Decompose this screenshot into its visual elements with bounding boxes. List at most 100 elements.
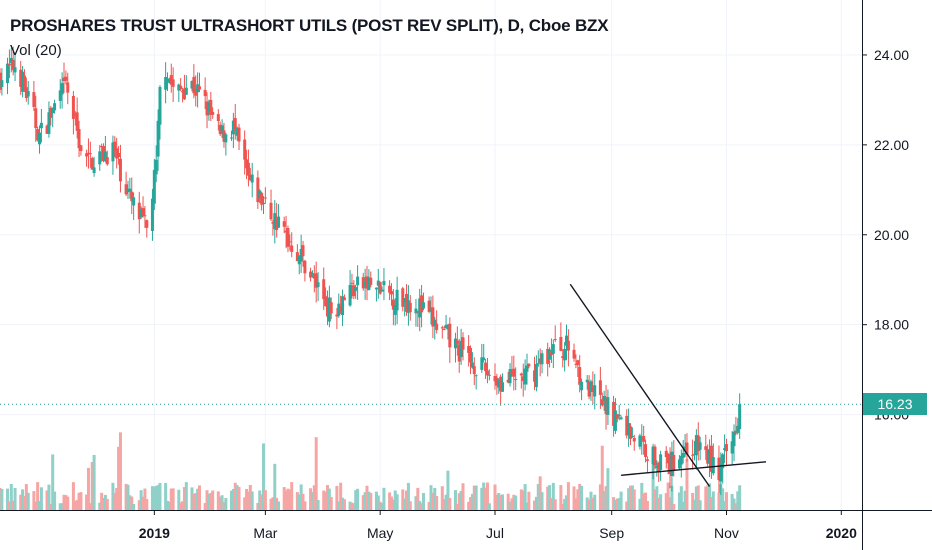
candle-body — [420, 295, 424, 313]
volume-bar — [378, 501, 382, 510]
volume-bar — [604, 486, 608, 510]
candle-body — [290, 245, 294, 252]
candle-body — [551, 344, 555, 354]
volume-bar — [521, 490, 525, 510]
candle-body — [181, 90, 185, 93]
volume-bar — [435, 496, 439, 510]
trendlines[interactable] — [569, 283, 767, 487]
volume-bar — [497, 493, 501, 510]
candle-body — [143, 215, 147, 217]
grid — [0, 0, 862, 510]
volume-bar — [354, 490, 358, 510]
volume-bar — [598, 484, 602, 510]
candle-body — [519, 373, 523, 376]
volume-bar — [171, 488, 175, 510]
candle-body — [431, 307, 435, 327]
candle-body — [88, 153, 92, 155]
candle-body — [341, 296, 345, 316]
volume-bar — [566, 482, 570, 510]
volume-bar — [565, 495, 569, 510]
volume-bar — [335, 485, 339, 510]
volume-bar — [711, 491, 715, 510]
volume-bar — [286, 488, 290, 510]
candle-body — [495, 377, 499, 386]
volume-bar — [591, 497, 595, 510]
candle-body — [724, 444, 728, 452]
candle-body — [632, 437, 636, 442]
candle-body — [467, 346, 471, 353]
volume-bar — [499, 495, 503, 510]
candle-body — [389, 291, 393, 295]
volume-bar — [553, 499, 557, 510]
volume-bar — [34, 501, 38, 510]
candle-body — [79, 145, 83, 151]
candle-body — [229, 137, 233, 139]
volume-bar — [403, 498, 407, 510]
candle-body — [565, 335, 569, 346]
candle-body — [548, 349, 552, 360]
candle-body — [348, 284, 352, 306]
volume-bar — [303, 501, 307, 510]
candle-body — [484, 362, 488, 372]
candle-body — [13, 67, 17, 73]
volume-bar — [277, 501, 281, 510]
candle-body — [21, 71, 25, 92]
volume-bar — [39, 487, 43, 510]
candle-body — [118, 158, 122, 182]
candle-body — [245, 159, 249, 169]
volume-bar — [79, 492, 83, 510]
volume-bar — [561, 503, 565, 510]
candle-body — [316, 282, 320, 287]
candle-body — [47, 112, 51, 134]
volume-bar — [139, 490, 143, 510]
volume-bar — [310, 491, 314, 510]
volume-bar — [704, 486, 708, 510]
candle-body — [593, 385, 597, 397]
volume-bar — [723, 501, 727, 510]
candle-body — [527, 363, 531, 367]
volume-bar — [414, 496, 418, 510]
chart-title: PROSHARES TRUST ULTRASHORT UTILS (POST R… — [10, 16, 609, 35]
volume-bar — [75, 499, 79, 510]
candle-body — [617, 414, 621, 417]
candle-body — [574, 363, 578, 365]
volume-bar — [60, 503, 64, 510]
volume-bar — [533, 500, 537, 510]
candle-body — [482, 357, 486, 361]
candle-body — [598, 380, 602, 395]
candle-body — [322, 279, 326, 300]
volume-bar — [536, 483, 540, 510]
candle-body — [152, 169, 156, 204]
price-tick-label: 18.00 — [874, 317, 909, 333]
candle-body — [604, 400, 608, 415]
candle-body — [11, 59, 15, 71]
candle-body — [222, 130, 226, 142]
volume-bar — [495, 494, 499, 510]
candle-body — [6, 63, 10, 84]
volume-bar — [337, 501, 341, 510]
volume-bar — [512, 494, 516, 510]
price-tick-label: 22.00 — [874, 137, 909, 153]
volume-bar — [86, 467, 90, 510]
volume-bar — [196, 488, 200, 510]
candle-body — [367, 277, 371, 291]
volume-bar — [113, 493, 117, 510]
candle-body — [182, 88, 186, 100]
candle-body — [393, 305, 397, 315]
candle-body — [218, 124, 222, 135]
candle-body — [613, 410, 617, 431]
candle-body — [418, 298, 422, 318]
volume-bar — [105, 498, 109, 510]
candle-body — [627, 423, 631, 436]
candle-body — [704, 446, 708, 450]
candle-body — [184, 87, 188, 95]
candle-body — [38, 132, 42, 145]
volume-bar — [405, 490, 409, 510]
price-tick-label: 24.00 — [874, 47, 909, 63]
candle-body — [506, 379, 510, 383]
candle-body — [457, 344, 461, 362]
volume-bar — [103, 494, 107, 510]
volume-bar — [322, 490, 326, 510]
